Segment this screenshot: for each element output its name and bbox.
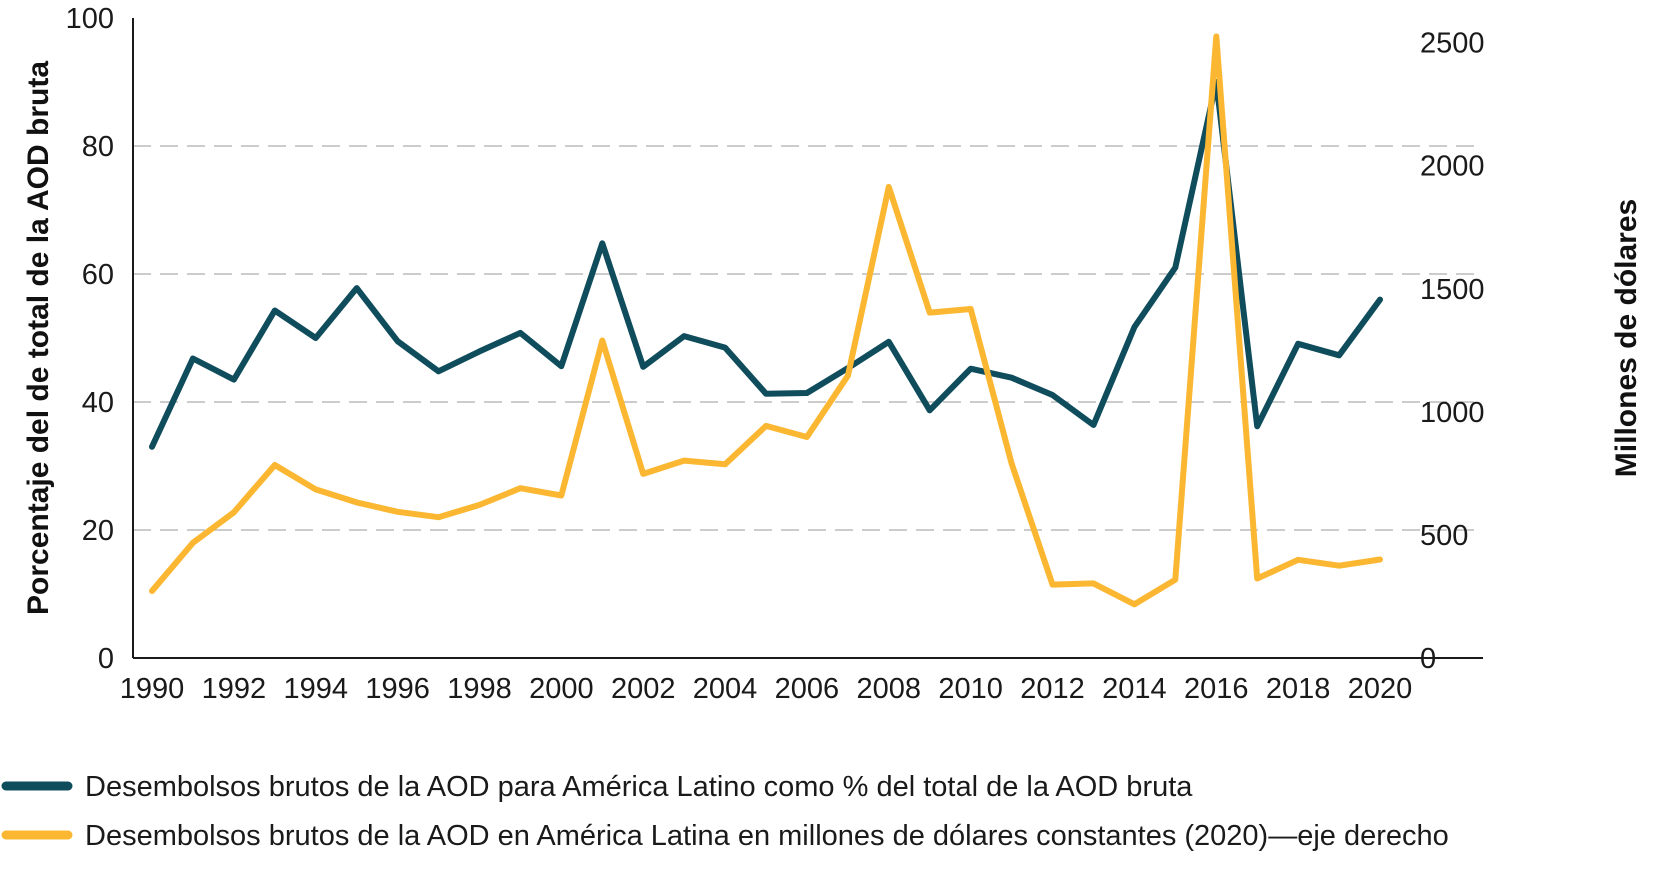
x-tick-label: 1992 bbox=[202, 673, 267, 705]
y2-tick-label: 500 bbox=[1420, 520, 1468, 552]
series-line-amount bbox=[149, 33, 1383, 608]
legend-label-amount: Desembolsos brutos de la AOD en América … bbox=[85, 820, 1449, 852]
series-line-share bbox=[149, 79, 1383, 450]
y-tick-label: 0 bbox=[98, 643, 114, 675]
x-tick-label: 2002 bbox=[611, 673, 676, 705]
y-tick-label: 60 bbox=[82, 259, 114, 291]
x-tick-label: 1994 bbox=[283, 673, 348, 705]
x-tick-label: 2010 bbox=[938, 673, 1003, 705]
x-tick-label: 2014 bbox=[1102, 673, 1167, 705]
x-tick-label: 2008 bbox=[857, 673, 922, 705]
y2-tick-label: 2000 bbox=[1420, 151, 1485, 183]
x-tick-label: 2004 bbox=[693, 673, 758, 705]
y2-tick-label: 0 bbox=[1420, 643, 1436, 675]
x-tick-label: 2016 bbox=[1184, 673, 1249, 705]
y2-tick-label: 2500 bbox=[1420, 28, 1485, 60]
x-tick-label: 2018 bbox=[1266, 673, 1331, 705]
y2-tick-label: 1000 bbox=[1420, 397, 1485, 429]
y-axis-title: Porcentaje del de total de la AOD bruta bbox=[22, 61, 55, 615]
y-tick-label: 80 bbox=[82, 131, 114, 163]
x-tick-label: 1996 bbox=[365, 673, 430, 705]
x-tick-label: 2020 bbox=[1348, 673, 1413, 705]
y2-axis-title: Millones de dólares bbox=[1610, 199, 1643, 477]
x-tick-label: 2012 bbox=[1020, 673, 1085, 705]
axis-layer bbox=[132, 18, 1483, 659]
x-tick-label: 2000 bbox=[529, 673, 594, 705]
y2-tick-label: 1500 bbox=[1420, 274, 1485, 306]
y-tick-label: 40 bbox=[82, 387, 114, 419]
grid-layer bbox=[133, 145, 1483, 531]
y-tick-label: 100 bbox=[66, 3, 114, 35]
legend: Desembolsos brutos de la AOD para Améric… bbox=[1, 771, 1449, 852]
series-layer bbox=[149, 33, 1383, 608]
x-tick-label: 1998 bbox=[447, 673, 512, 705]
x-tick-label: 1990 bbox=[120, 673, 185, 705]
legend-label-share: Desembolsos brutos de la AOD para Améric… bbox=[85, 771, 1193, 803]
y-tick-label: 20 bbox=[82, 515, 114, 547]
x-tick-label: 2006 bbox=[775, 673, 840, 705]
